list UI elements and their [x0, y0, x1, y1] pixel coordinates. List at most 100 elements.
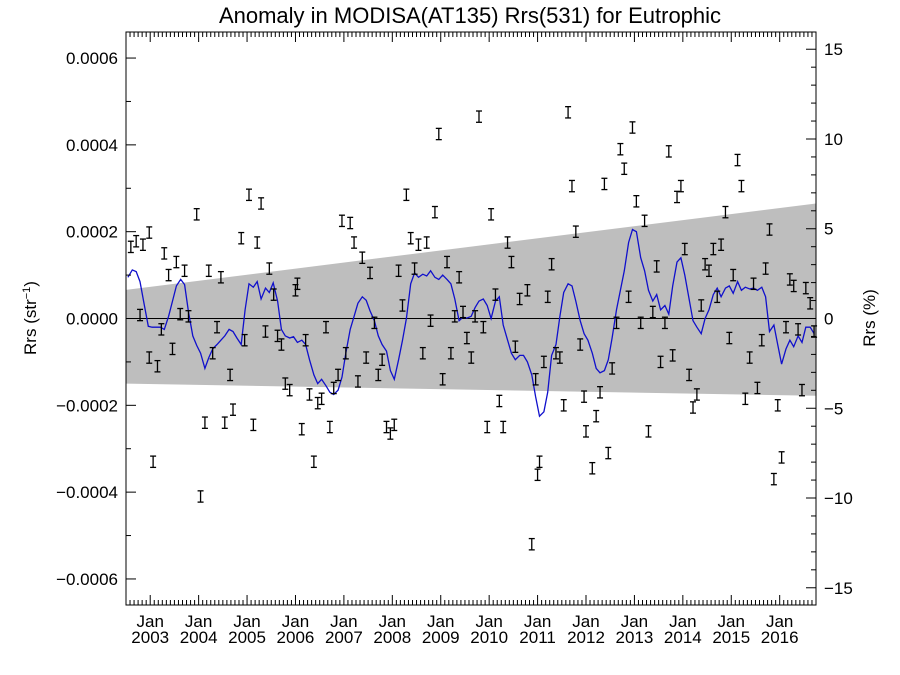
error-bar-point	[302, 333, 309, 347]
error-bar-point	[475, 110, 482, 123]
x-tick-month: Jan	[136, 612, 163, 631]
error-bar-point	[484, 420, 491, 434]
error-bar-point	[456, 270, 463, 284]
x-tick-year: 2011	[519, 628, 556, 647]
x-tick-year: 2006	[277, 628, 315, 647]
error-bar-point	[649, 305, 656, 319]
x-tick-month: Jan	[718, 612, 745, 631]
error-bar-point	[544, 290, 551, 304]
error-bar-point	[508, 255, 515, 269]
error-bar-point	[185, 310, 192, 323]
error-bar-point	[322, 320, 329, 334]
error-bar-point	[133, 234, 140, 248]
error-bar-point	[250, 418, 257, 432]
error-bar-point	[435, 127, 442, 141]
error-bar-point	[431, 205, 438, 219]
error-bar-point	[726, 331, 733, 345]
error-bar-point	[282, 377, 289, 390]
x-tick-month: Jan	[475, 612, 502, 631]
error-bar-point	[347, 216, 354, 230]
error-bar-point	[795, 323, 802, 336]
error-bar-point	[181, 264, 188, 278]
error-bar-point	[802, 281, 809, 295]
error-bar-point	[665, 145, 672, 158]
x-tick-month: Jan	[572, 612, 599, 631]
error-bar-point	[399, 299, 406, 312]
error-bar-point	[790, 279, 797, 293]
error-bar-point	[807, 297, 814, 310]
right-tick-label: 5	[824, 220, 833, 239]
right-tick-label: 15	[824, 40, 843, 59]
error-bar-point	[298, 422, 305, 436]
error-bar-point	[742, 392, 749, 406]
error-bar-point	[778, 451, 785, 464]
error-bar-point	[581, 390, 588, 403]
error-bar-point	[710, 242, 717, 256]
x-tick-year: 2003	[131, 628, 169, 647]
x-tick-year: 2005	[228, 628, 266, 647]
error-bar-point	[536, 455, 543, 469]
error-bar-point	[677, 179, 684, 193]
error-bar-point	[217, 270, 224, 284]
error-bar-point	[480, 320, 487, 334]
x-tick-year: 2007	[325, 628, 363, 647]
error-bar-point	[411, 262, 418, 275]
error-bar-point	[375, 368, 382, 382]
error-bar-point	[617, 142, 624, 156]
error-bar-point	[330, 381, 337, 395]
error-bar-point	[359, 251, 366, 265]
smoothed-series-line	[127, 228, 815, 418]
error-bar-point	[734, 153, 741, 167]
error-bar-point	[770, 472, 777, 486]
left-axis-label: Rrs (str−1)	[21, 281, 40, 355]
error-bar-point	[262, 325, 269, 338]
error-bar-point	[415, 238, 422, 251]
error-bar-point	[641, 214, 648, 228]
error-bar-point	[383, 420, 390, 434]
error-bar-point	[593, 409, 600, 423]
chart-title: Anomaly in MODISA(AT135) Rrs(531) for Eu…	[219, 3, 721, 28]
error-bar-point	[379, 353, 386, 367]
error-bar-point	[661, 316, 668, 330]
error-bar-point	[690, 401, 697, 414]
error-bar-point	[532, 372, 539, 386]
error-bar-point	[427, 314, 434, 327]
error-bar-point	[766, 223, 773, 236]
error-bar-point	[205, 264, 212, 278]
axes: 0.0006 0.0004 0.0002 0.0000 −0.0002 −0.0004 −0…	[56, 32, 853, 647]
error-bar-point	[306, 388, 313, 401]
error-bar-point	[597, 386, 604, 399]
error-bar-point	[335, 368, 342, 382]
error-bar-point	[565, 106, 572, 119]
error-bar-point	[338, 214, 345, 228]
error-bar-point	[468, 351, 475, 364]
error-bar-point	[750, 277, 757, 291]
right-tick-label: 0	[824, 310, 833, 329]
error-bar-point	[451, 310, 458, 323]
error-bar-point	[605, 446, 612, 460]
error-bar-point	[230, 403, 237, 416]
error-bar-point	[786, 273, 793, 286]
error-bar-point	[540, 355, 547, 369]
trend-band	[126, 203, 816, 396]
right-tick-label: −5	[824, 399, 843, 418]
error-bar-point	[326, 420, 333, 434]
error-bar-point	[419, 346, 426, 360]
error-bar-point	[146, 226, 153, 239]
error-bar-point	[266, 262, 273, 275]
error-bar-point	[548, 257, 555, 271]
error-bar-point	[278, 338, 285, 351]
error-bar-point	[705, 264, 712, 278]
error-bar-point	[657, 355, 664, 369]
error-bar-point	[146, 351, 153, 364]
left-tick-label: 0.0000	[66, 310, 118, 329]
error-bar-point	[158, 323, 165, 336]
error-bar-point	[698, 299, 705, 312]
error-bar-point	[395, 264, 402, 278]
x-tick-year: 2013	[616, 628, 654, 647]
error-bar-point	[681, 242, 688, 256]
error-bar-point	[774, 399, 781, 412]
error-bar-point	[556, 351, 563, 364]
error-bar-point	[621, 162, 628, 176]
